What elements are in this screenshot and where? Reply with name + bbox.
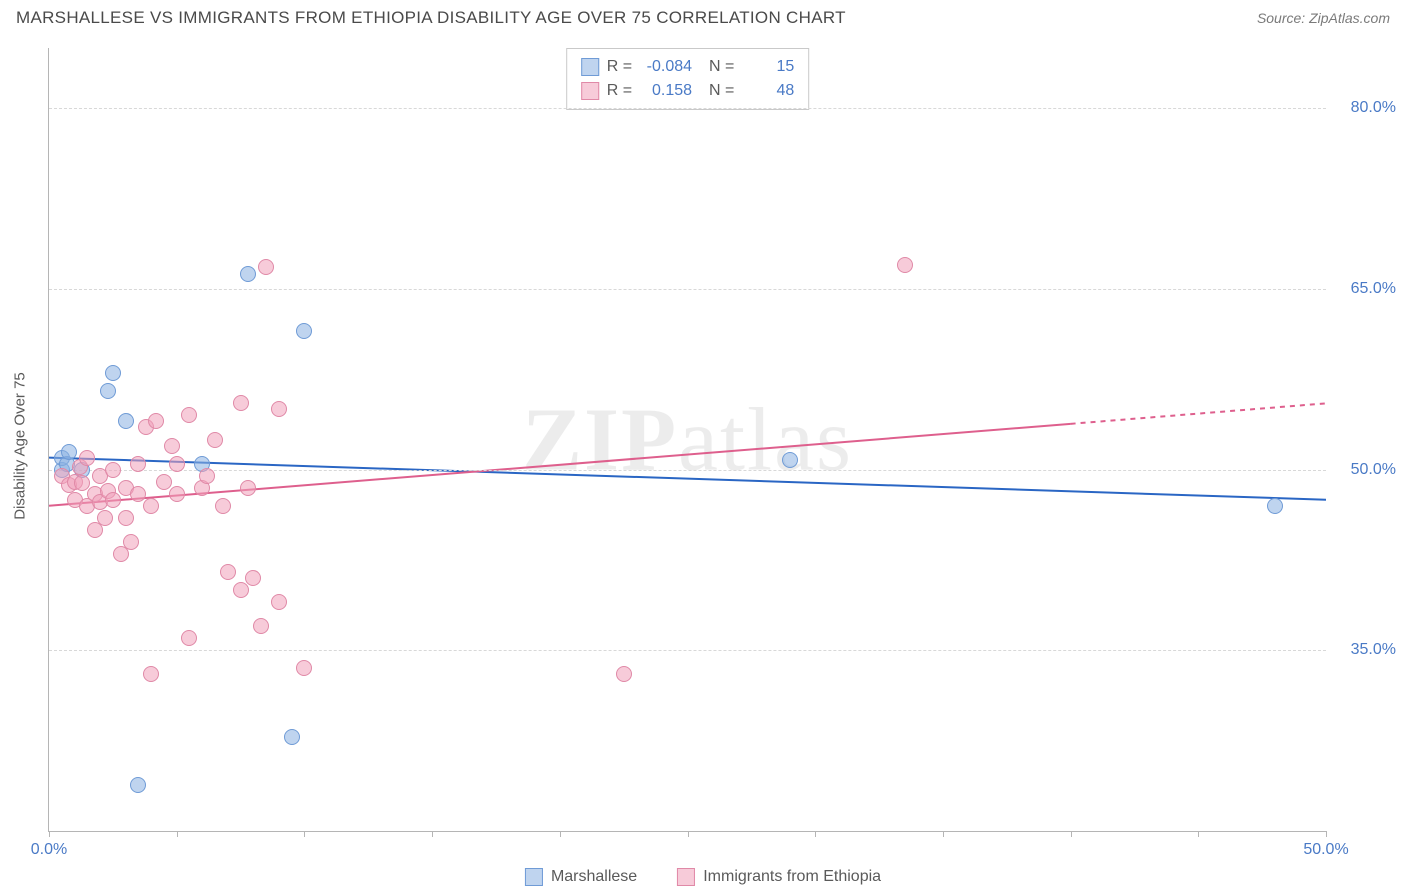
gridline-h: [49, 470, 1326, 471]
scatter-point: [271, 594, 287, 610]
x-tick: [1198, 831, 1199, 837]
gridline-h: [49, 289, 1326, 290]
swatch-series-a: [581, 58, 599, 76]
scatter-point: [233, 582, 249, 598]
legend-item-series-b: Immigrants from Ethiopia: [677, 868, 881, 886]
stat-r-label: R =: [607, 79, 632, 103]
scatter-point: [258, 259, 274, 275]
scatter-point: [61, 444, 77, 460]
scatter-point: [215, 498, 231, 514]
scatter-point: [164, 438, 180, 454]
scatter-point: [1267, 498, 1283, 514]
chart-title: MARSHALLESE VS IMMIGRANTS FROM ETHIOPIA …: [16, 8, 846, 28]
trend-lines-svg: [49, 48, 1326, 831]
scatter-point: [181, 407, 197, 423]
legend-label-b: Immigrants from Ethiopia: [703, 868, 881, 886]
scatter-point: [130, 456, 146, 472]
stat-r-value-a: -0.084: [640, 55, 692, 79]
x-tick: [49, 831, 50, 837]
stat-n-value-b: 48: [742, 79, 794, 103]
y-tick-label: 50.0%: [1336, 461, 1396, 479]
scatter-point: [897, 257, 913, 273]
scatter-point: [207, 432, 223, 448]
scatter-point: [199, 468, 215, 484]
scatter-point: [123, 534, 139, 550]
scatter-point: [143, 666, 159, 682]
stats-row-series-a: R = -0.084 N = 15: [581, 55, 795, 79]
x-tick-label: 50.0%: [1303, 841, 1348, 859]
stat-n-label: N =: [700, 79, 734, 103]
scatter-point: [118, 413, 134, 429]
scatter-point: [616, 666, 632, 682]
swatch-series-b: [581, 82, 599, 100]
x-tick: [177, 831, 178, 837]
scatter-point: [97, 510, 113, 526]
scatter-point: [782, 452, 798, 468]
trend-line-extrapolated: [1071, 403, 1326, 423]
scatter-point: [118, 510, 134, 526]
scatter-point: [296, 660, 312, 676]
gridline-h: [49, 108, 1326, 109]
watermark: ZIPatlas: [522, 388, 853, 491]
scatter-point: [240, 266, 256, 282]
scatter-point: [181, 630, 197, 646]
stats-row-series-b: R = 0.158 N = 48: [581, 79, 795, 103]
stat-r-label: R =: [607, 55, 632, 79]
scatter-point: [271, 401, 287, 417]
y-tick-label: 65.0%: [1336, 280, 1396, 298]
chart-plot-area: ZIPatlas R = -0.084 N = 15 R = 0.158 N =…: [48, 48, 1326, 832]
gridline-h: [49, 650, 1326, 651]
bottom-legend: Marshallese Immigrants from Ethiopia: [525, 868, 881, 886]
scatter-point: [245, 570, 261, 586]
scatter-point: [169, 456, 185, 472]
legend-swatch-a: [525, 868, 543, 886]
scatter-point: [296, 323, 312, 339]
x-tick: [1071, 831, 1072, 837]
x-tick: [815, 831, 816, 837]
scatter-point: [100, 383, 116, 399]
scatter-point: [105, 365, 121, 381]
scatter-point: [284, 729, 300, 745]
stat-r-value-b: 0.158: [640, 79, 692, 103]
scatter-point: [156, 474, 172, 490]
source-attribution: Source: ZipAtlas.com: [1257, 10, 1390, 26]
x-tick: [1326, 831, 1327, 837]
legend-swatch-b: [677, 868, 695, 886]
stats-legend-box: R = -0.084 N = 15 R = 0.158 N = 48: [566, 48, 810, 110]
scatter-point: [220, 564, 236, 580]
legend-item-series-a: Marshallese: [525, 868, 637, 886]
stat-n-value-a: 15: [742, 55, 794, 79]
scatter-point: [130, 486, 146, 502]
scatter-point: [169, 486, 185, 502]
chart-header: MARSHALLESE VS IMMIGRANTS FROM ETHIOPIA …: [0, 0, 1406, 32]
trend-line: [49, 458, 1326, 500]
y-tick-label: 80.0%: [1336, 99, 1396, 117]
scatter-point: [253, 618, 269, 634]
legend-label-a: Marshallese: [551, 868, 637, 886]
x-tick-label: 0.0%: [31, 841, 67, 859]
stat-n-label: N =: [700, 55, 734, 79]
y-tick-label: 35.0%: [1336, 641, 1396, 659]
x-tick: [432, 831, 433, 837]
scatter-point: [130, 777, 146, 793]
scatter-point: [240, 480, 256, 496]
y-axis-title: Disability Age Over 75: [12, 372, 29, 520]
scatter-point: [143, 498, 159, 514]
scatter-point: [79, 450, 95, 466]
x-tick: [560, 831, 561, 837]
x-tick: [943, 831, 944, 837]
x-tick: [688, 831, 689, 837]
scatter-point: [105, 492, 121, 508]
scatter-point: [105, 462, 121, 478]
scatter-point: [148, 413, 164, 429]
x-tick: [304, 831, 305, 837]
scatter-point: [233, 395, 249, 411]
